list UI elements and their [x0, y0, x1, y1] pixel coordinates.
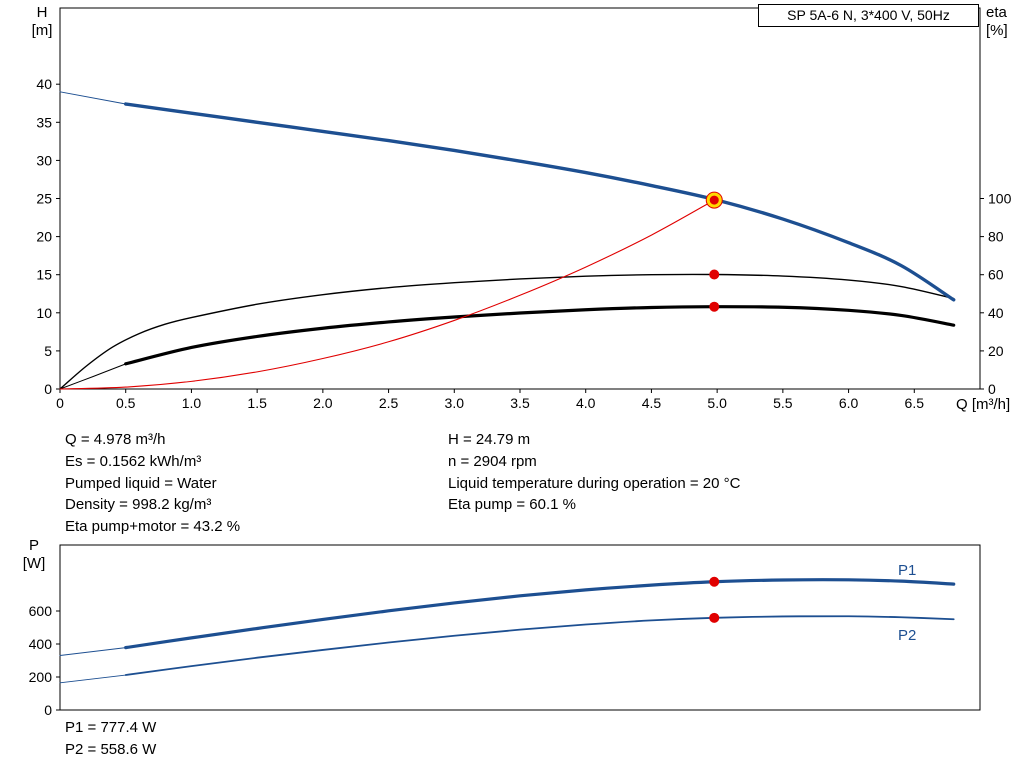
- x-tick-label: 4.5: [642, 395, 662, 411]
- x-tick-label: 2.5: [379, 395, 399, 411]
- p1-curve: [124, 578, 956, 650]
- x-tick-label: 6.0: [839, 395, 859, 411]
- x-tick-label: 5.5: [773, 395, 793, 411]
- y-right-tick-label: 40: [988, 305, 1004, 321]
- hq-curve-lead: [59, 91, 127, 105]
- x-tick-label: 5.0: [707, 395, 727, 411]
- x-tick-label: 3.0: [445, 395, 465, 411]
- duty-point: [709, 195, 719, 205]
- x-tick-label: 6.5: [905, 395, 925, 411]
- y-left-tick-label: 10: [36, 305, 52, 321]
- p2-curve-label: P2: [898, 627, 917, 644]
- condition-text-right: H = 24.79 m n = 2904 rpm Liquid temperat…: [448, 429, 740, 516]
- eta-pump-motor-point: [709, 301, 720, 312]
- x-tick-label: 1.0: [182, 395, 202, 411]
- y-right-tick-label: 100: [988, 191, 1012, 207]
- y-left-tick-label: 30: [36, 152, 52, 168]
- condition-energy: Es = 0.1562 kWh/m³: [65, 452, 202, 470]
- p1-point: [709, 576, 720, 587]
- p2-point: [709, 612, 720, 623]
- h-axis-label-symbol: H: [36, 4, 48, 21]
- x-tick-label: 3.5: [510, 395, 530, 411]
- p-axis-label-symbol: P: [28, 537, 39, 554]
- p2-curve-lead: [59, 674, 127, 684]
- y-right-tick-label: 20: [988, 343, 1004, 359]
- hq-curve: [124, 102, 956, 302]
- p1-curve-label: P1: [898, 562, 917, 579]
- result-p1: P1 = 777.4 W: [65, 719, 157, 736]
- y-left-tick-label: 200: [29, 669, 53, 685]
- y-left-tick-label: 0: [44, 702, 52, 718]
- y-left-tick-label: 25: [36, 191, 52, 207]
- y-right-tick-label: 80: [988, 229, 1004, 245]
- condition-speed: n = 2904 rpm: [448, 452, 537, 470]
- result-text: P1 = 777.4 W P2 = 558.6 W: [65, 717, 156, 761]
- p-axis-label: P [W]: [14, 537, 54, 573]
- y-left-tick-label: 40: [36, 76, 52, 92]
- y-left-tick-label: 600: [29, 603, 53, 619]
- x-tick-label: 0: [56, 395, 64, 411]
- h-axis-label-unit: [m]: [31, 22, 53, 39]
- eta-axis-label-symbol: eta: [986, 4, 1007, 21]
- condition-eta-pump: Eta pump = 60.1 %: [448, 496, 576, 514]
- y-left-tick-label: 0: [44, 381, 52, 397]
- q-axis-label: Q [m³/h]: [956, 396, 1011, 413]
- x-tick-label: 0.5: [116, 395, 136, 411]
- power-chart: 0 200 400 600: [29, 544, 981, 718]
- y-left-tick-label: 400: [29, 636, 53, 652]
- y-left-tick-label: 15: [36, 267, 52, 283]
- y-left-tick-label: 35: [36, 114, 52, 130]
- x-tick-label: 1.5: [247, 395, 267, 411]
- condition-density: Density = 998.2 kg/m³: [65, 496, 212, 514]
- system-curve: [59, 199, 715, 390]
- condition-liquid: Pumped liquid = Water: [65, 474, 217, 492]
- h-axis-label: H [m]: [22, 4, 62, 40]
- plot-frame: [59, 7, 981, 390]
- eta-axis-label-unit: [%]: [986, 22, 1008, 39]
- p2-curve: [124, 615, 955, 676]
- eta-pump-motor-curve: [124, 305, 956, 366]
- p1-curve-lead: [59, 647, 127, 657]
- p-axis-label-unit: [W]: [22, 555, 46, 572]
- condition-eta-total: Eta pump+motor = 43.2 %: [65, 518, 241, 536]
- y-right-tick-label: 0: [988, 381, 996, 397]
- hq-eta-chart: 0 5 10 15 20 25 30 35 40 0 20 40 60 80 100 0 0.5 1.0 1.5 2.…: [36, 7, 1012, 411]
- eta-pump-motor-curve-lead: [59, 363, 127, 390]
- eta-pump-curve: [59, 273, 955, 390]
- x-tick-label: 2.0: [313, 395, 333, 411]
- y-left-tick-label: 20: [36, 229, 52, 245]
- condition-head: H = 24.79 m: [448, 431, 531, 448]
- result-p2: P2 = 558.6 W: [65, 740, 157, 758]
- condition-flow: Q = 4.978 m³/h: [65, 431, 166, 448]
- x-tick-label: 4.0: [576, 395, 596, 411]
- plot-frame: [59, 544, 981, 711]
- y-left-tick-label: 5: [44, 343, 52, 359]
- eta-axis-label: eta [%]: [986, 4, 1024, 40]
- condition-text-left: Q = 4.978 m³/h Es = 0.1562 kWh/m³ Pumped…: [65, 429, 240, 538]
- eta-pump-point: [709, 269, 720, 280]
- pump-title-box: SP 5A-6 N, 3*400 V, 50Hz: [758, 4, 979, 27]
- y-right-tick-label: 60: [988, 267, 1004, 283]
- condition-temperature: Liquid temperature during operation = 20…: [448, 474, 741, 492]
